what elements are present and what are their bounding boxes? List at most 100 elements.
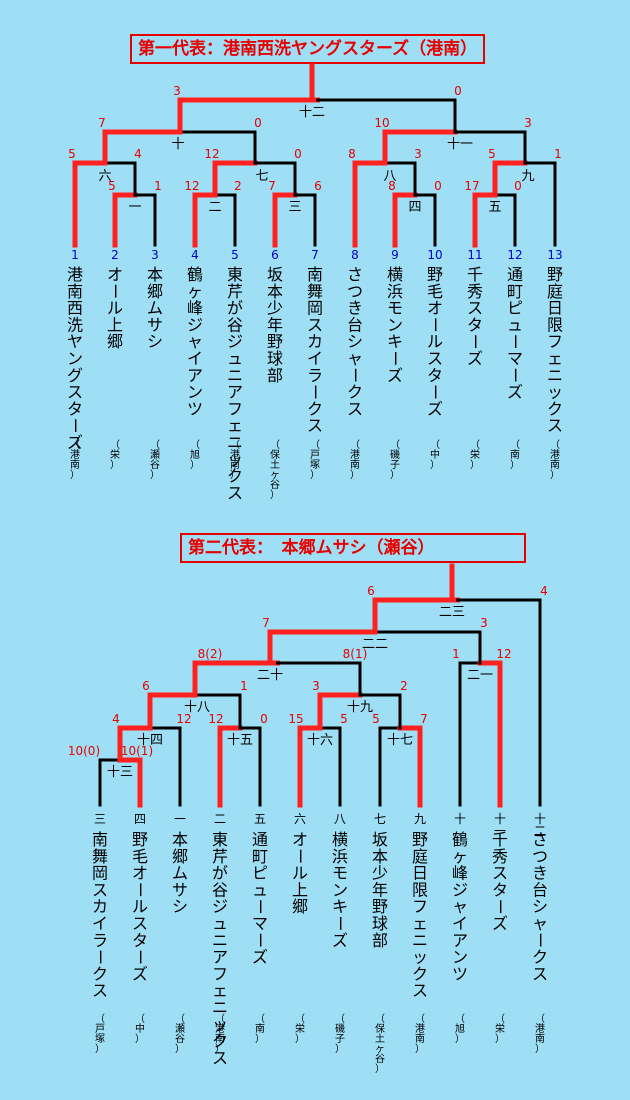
team-number: 2	[111, 248, 119, 262]
team-number: 9	[391, 248, 399, 262]
team-name-char: ー	[490, 899, 509, 915]
team-name-char: ッ	[412, 948, 428, 967]
score-right: 4	[540, 584, 548, 598]
team-game-number: 三	[94, 812, 106, 826]
team-name-char: イ	[307, 349, 323, 368]
team-name-char: オ	[292, 830, 308, 849]
score-right: 10(1)	[121, 744, 153, 758]
score-right: 0	[434, 179, 442, 193]
score-left: 12	[184, 179, 199, 193]
score-left: 1	[452, 647, 460, 661]
team-region-char: （	[135, 1013, 145, 1025]
team-name-char: モ	[387, 299, 403, 318]
team-name-char: カ	[307, 332, 323, 351]
team-name-char: ュ	[227, 349, 243, 368]
team-name-char: キ	[332, 897, 348, 916]
team-name-char: ー	[465, 334, 484, 350]
team-name-char: ル	[107, 299, 123, 318]
team-name-char: が	[212, 864, 228, 883]
team-region-char: 保	[375, 1022, 385, 1035]
team-region-char: 中	[135, 1022, 145, 1035]
team-name-char: ル	[292, 864, 308, 883]
score-left: 6	[142, 679, 150, 693]
team-name-char: ヶ	[187, 282, 203, 301]
team-name-char: 横	[332, 830, 348, 849]
team-name-char: ア	[212, 948, 228, 967]
score-right: 2	[400, 679, 408, 693]
team-name-char: 洗	[67, 315, 83, 334]
team-name-char: ュ	[507, 315, 523, 334]
team-region-char: （	[510, 439, 520, 451]
team-region-char: ）	[550, 469, 560, 481]
team-name-char: き	[532, 864, 548, 883]
team-region-char: 瀬	[150, 449, 160, 461]
team-region-char: ）	[470, 459, 480, 471]
team-name-char: 限	[412, 880, 428, 899]
game-number-label: 十一	[447, 137, 473, 152]
team-name-char: ス	[492, 864, 508, 883]
team-name-char: さ	[347, 265, 363, 284]
team-name-char: ス	[67, 383, 83, 402]
team-region-char: 谷	[270, 479, 280, 491]
team-name-char: ー	[90, 949, 109, 965]
team-game-number-char: 十	[454, 812, 466, 826]
team-name-char: ス	[412, 981, 428, 1000]
game-number-label: 五	[488, 200, 501, 215]
team-region-char: ）	[415, 1043, 425, 1055]
team-name-char: 町	[507, 282, 523, 301]
team-region-char: （	[550, 439, 560, 451]
team-game-number-char: 十	[534, 812, 546, 826]
team-name-char: シ	[347, 332, 363, 351]
team-region-char: ）	[270, 489, 280, 500]
team-region-char: 瀬	[175, 1023, 185, 1035]
team-region: （磯子）	[390, 439, 400, 481]
team-name-char: ャ	[347, 349, 363, 368]
score-right: 3	[414, 147, 422, 161]
bracket2-title: 第二代表： 本郷ムサシ（瀬谷）	[180, 533, 526, 563]
team-name-char: ッ	[547, 383, 563, 402]
team-game-number-char: 五	[254, 812, 266, 826]
team-name-char: ニ	[227, 366, 243, 385]
game-number-label: 十二	[299, 105, 325, 120]
team-region-char: 港	[535, 1023, 545, 1035]
team-region-char: 南	[215, 1032, 225, 1045]
team-name-char: ク	[547, 399, 563, 418]
team-name-char: オ	[132, 864, 148, 883]
team-region-char: （	[390, 439, 400, 451]
team-name-char: 坂	[267, 265, 283, 284]
game-number-label: 十五	[227, 733, 253, 748]
team-name-char: 秀	[492, 847, 508, 866]
team-name-char: ア	[452, 931, 468, 950]
game-number-label: 十三	[107, 765, 133, 780]
team-region: （栄）	[495, 1013, 505, 1045]
score-right: 7	[420, 712, 428, 726]
team-name-char: シ	[172, 897, 188, 916]
team-name-char: ー	[105, 283, 124, 299]
team-region-char: ）	[455, 1033, 465, 1045]
team-name-char: き	[347, 299, 363, 318]
team-name-char: ル	[132, 897, 148, 916]
team-name-char: ズ	[427, 399, 443, 418]
team-name-char: ジ	[187, 315, 203, 334]
score-right: 6	[314, 179, 322, 193]
team-name-char: ズ	[332, 931, 348, 950]
game-number-label: 二	[208, 200, 221, 215]
team-name-char: ェ	[547, 349, 563, 368]
team-name-char: グ	[67, 366, 83, 385]
team-region-char: （	[495, 1013, 505, 1025]
team-game-number-char: 二	[534, 824, 546, 838]
team-name-char: 舞	[92, 847, 108, 866]
team-region: （旭）	[455, 1013, 465, 1045]
team-name-char: シ	[532, 897, 548, 916]
score-left: 10(0)	[68, 744, 100, 758]
team-region: （戸塚）	[310, 439, 320, 481]
team-region-char: 港	[215, 1023, 225, 1035]
game-number-label: 七	[255, 169, 268, 184]
team-region-char: 土	[270, 458, 280, 471]
team-name-char: ヤ	[67, 332, 83, 351]
